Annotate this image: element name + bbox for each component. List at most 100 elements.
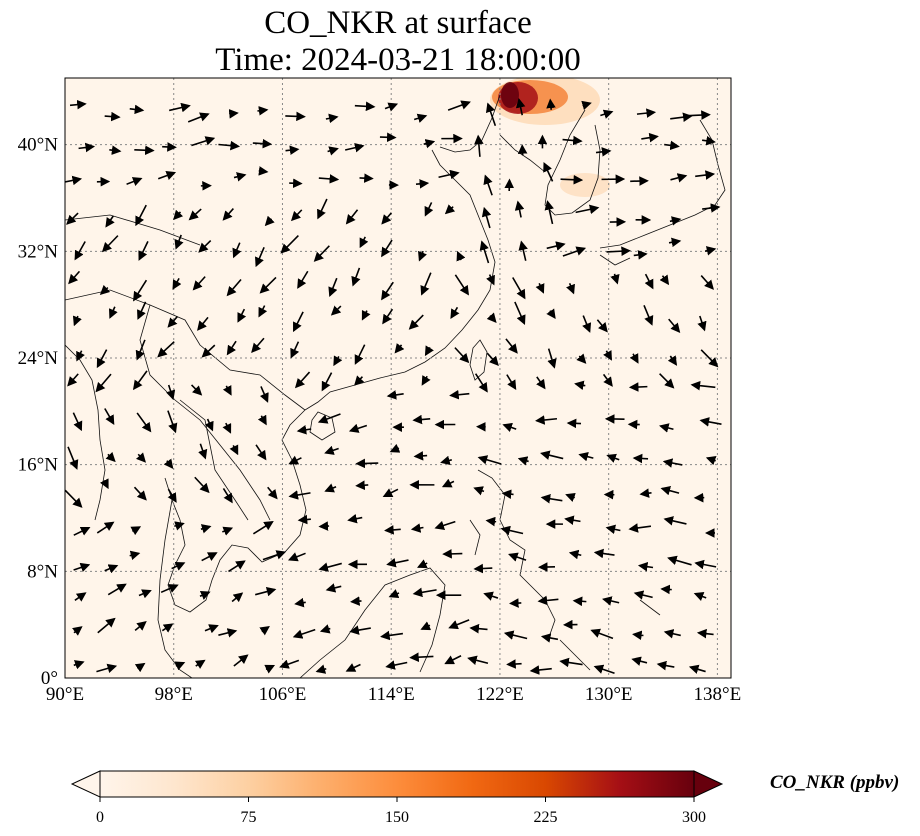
wind-arrow xyxy=(262,550,287,561)
wind-arrow xyxy=(502,422,517,432)
wind-arrow xyxy=(595,147,612,157)
wind-arrow xyxy=(345,209,359,225)
wind-arrow xyxy=(294,597,306,608)
wind-arrow xyxy=(72,315,82,327)
wind-arrow xyxy=(359,236,369,249)
wind-arrow xyxy=(660,486,680,496)
longitude-tick-labels: 90°E 98°E 106°E 114°E 122°E 130°E 138°E xyxy=(46,684,741,705)
wind-arrow xyxy=(379,132,397,143)
wind-arrow xyxy=(434,520,456,530)
wind-arrow xyxy=(606,453,620,463)
wind-arrow xyxy=(602,373,613,387)
taiwan-coast xyxy=(469,339,488,381)
wind-arrow xyxy=(663,516,687,526)
wind-arrow xyxy=(603,350,612,361)
wind-arrow xyxy=(413,451,428,461)
wind-arrow xyxy=(454,274,469,296)
wind-arrow xyxy=(632,630,644,641)
wind-arrow xyxy=(330,305,342,316)
wind-arrow xyxy=(138,241,149,261)
wind-arrow xyxy=(643,304,654,326)
wind-arrow xyxy=(380,630,404,641)
wind-arrow xyxy=(423,139,436,149)
wind-arrow xyxy=(226,279,242,297)
korea-coast xyxy=(544,109,601,216)
wind-arrow xyxy=(67,446,79,470)
wind-arrow xyxy=(386,558,409,568)
wind-arrow xyxy=(135,452,146,463)
wind-arrow xyxy=(345,663,361,672)
wind-arrow xyxy=(644,273,654,290)
wind-arrow xyxy=(109,145,122,155)
wind-arrow xyxy=(702,203,721,213)
wind-arrow xyxy=(660,584,672,595)
wind-arrow xyxy=(572,596,587,607)
wind-arrow xyxy=(481,206,492,229)
wind-arrow xyxy=(670,112,693,122)
wind-arrow xyxy=(74,241,86,261)
longitude-tick-label: 130°E xyxy=(585,684,633,705)
wind-arrow xyxy=(222,384,232,396)
wind-vectors xyxy=(65,97,722,675)
concentration-field xyxy=(65,78,731,678)
wind-arrow xyxy=(233,172,247,182)
wind-arrow xyxy=(667,355,678,366)
wind-arrow xyxy=(255,444,267,461)
wind-arrow xyxy=(167,315,179,328)
wind-arrow xyxy=(325,583,342,593)
wind-arrow xyxy=(259,386,269,403)
wind-arrow xyxy=(294,371,311,389)
wind-arrow xyxy=(632,453,649,464)
wind-arrow xyxy=(382,488,399,497)
wind-arrow xyxy=(201,552,218,562)
wind-arrow xyxy=(174,521,185,531)
wind-arrow xyxy=(473,563,493,574)
wind-arrow xyxy=(165,384,176,401)
wind-arrow xyxy=(321,372,333,392)
wind-arrow xyxy=(540,450,564,460)
wind-arrow xyxy=(134,145,155,156)
wind-arrow xyxy=(138,589,152,599)
wind-arrow xyxy=(200,524,212,534)
wind-arrow xyxy=(73,526,91,536)
wind-arrow xyxy=(73,562,91,572)
wind-arrow xyxy=(251,337,265,354)
wind-arrow xyxy=(95,373,112,393)
wind-arrow xyxy=(477,455,502,465)
wind-arrow xyxy=(254,246,265,268)
longitude-tick-label: 90°E xyxy=(46,684,84,705)
wind-arrow xyxy=(194,476,210,494)
wind-arrow xyxy=(668,318,681,333)
wind-arrow xyxy=(474,373,488,393)
wind-arrow xyxy=(126,177,143,187)
wind-arrow xyxy=(700,349,719,368)
wind-arrow xyxy=(101,235,119,253)
wind-arrow xyxy=(500,525,524,536)
wind-arrow xyxy=(546,241,566,251)
wind-arrow xyxy=(359,173,374,183)
wind-arrow xyxy=(194,659,206,669)
wind-arrow xyxy=(418,250,427,262)
latitude-tick-label: 24°N xyxy=(18,348,59,369)
wind-arrow xyxy=(296,425,312,435)
wind-arrow xyxy=(606,246,631,256)
wind-arrow xyxy=(231,592,244,603)
wind-arrow xyxy=(67,373,79,387)
wind-arrow xyxy=(578,452,594,462)
wind-arrow xyxy=(424,202,434,217)
wind-arrow xyxy=(687,110,711,120)
colorbar-tick-label: 300 xyxy=(682,809,706,826)
wind-arrow xyxy=(289,178,303,189)
wind-arrow xyxy=(450,306,460,320)
wind-arrow xyxy=(529,665,552,675)
wind-arrow xyxy=(421,375,431,386)
wind-arrow xyxy=(420,621,432,631)
field-background xyxy=(65,78,731,678)
map-timestamp: Time: 2024-03-21 18:00:00 xyxy=(215,42,581,78)
wind-arrow xyxy=(344,142,365,153)
wind-arrow xyxy=(444,655,462,665)
wind-arrow xyxy=(318,521,330,531)
wind-arrow xyxy=(73,660,85,670)
wind-arrow xyxy=(354,344,366,365)
